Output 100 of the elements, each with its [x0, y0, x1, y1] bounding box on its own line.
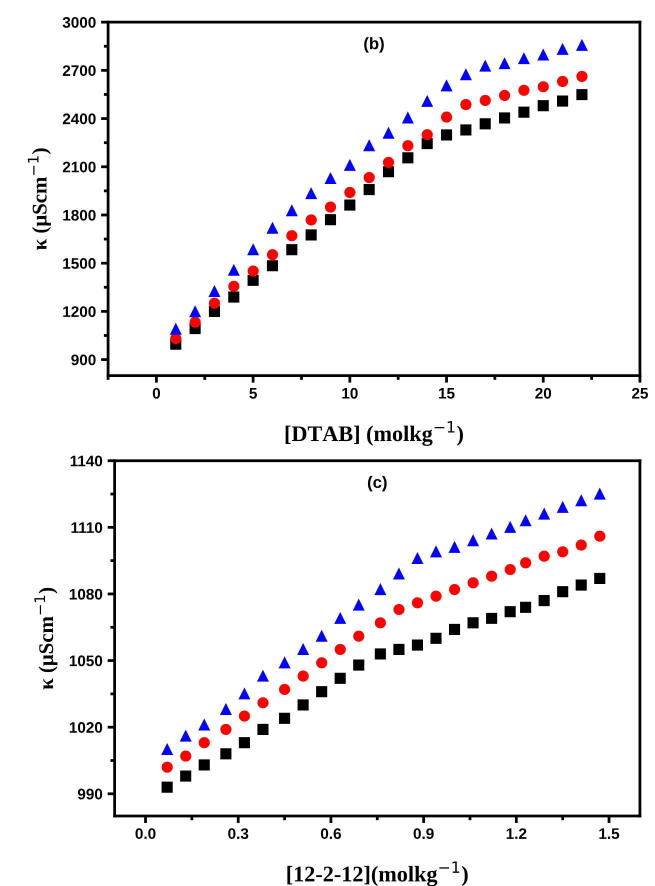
point — [286, 244, 298, 256]
y-tick-label: 1020 — [70, 722, 102, 733]
point — [220, 724, 232, 735]
point — [468, 577, 479, 588]
y-tick-label: 1050 — [70, 655, 102, 666]
point — [504, 522, 516, 533]
point — [393, 644, 404, 656]
point — [480, 60, 491, 72]
y-tick-label: 2700 — [62, 65, 96, 76]
point — [238, 688, 250, 700]
point — [402, 140, 414, 152]
point — [180, 770, 192, 782]
point — [498, 90, 510, 101]
point — [393, 604, 404, 616]
point — [538, 49, 549, 60]
x-tick-label: 15 — [439, 388, 455, 399]
point — [266, 249, 278, 260]
point — [298, 699, 309, 711]
point — [382, 128, 394, 139]
point — [448, 584, 460, 596]
point — [334, 612, 346, 624]
x-tick-label: 20 — [535, 388, 552, 399]
point — [344, 186, 356, 198]
point — [538, 100, 549, 112]
point — [344, 199, 356, 211]
point — [353, 659, 364, 671]
point — [576, 495, 587, 506]
point — [486, 528, 498, 540]
point — [430, 546, 442, 558]
point — [518, 106, 530, 118]
point — [248, 274, 259, 286]
point — [430, 632, 442, 644]
y-tick-label: 1200 — [63, 306, 96, 318]
point — [364, 172, 375, 184]
point — [557, 502, 568, 513]
point — [198, 719, 210, 731]
point — [520, 602, 532, 613]
point — [486, 612, 498, 624]
point — [257, 670, 269, 682]
point — [170, 324, 182, 335]
point — [393, 568, 404, 580]
point — [279, 657, 290, 668]
point — [594, 530, 606, 542]
point — [162, 762, 173, 773]
point — [440, 80, 452, 92]
x-axis-title: [DTAB] (molkg$^{−1}$) — [286, 421, 463, 446]
point — [538, 81, 549, 92]
x-tick-label: 0 — [152, 388, 160, 399]
point — [324, 202, 336, 213]
x-axis-title: [12-2-12](molkg$^{−1}$) — [287, 862, 468, 886]
y-axis-title: κ (μScm$^{−1}$) — [34, 588, 58, 690]
point — [374, 584, 386, 596]
point — [220, 704, 232, 715]
point — [162, 782, 173, 793]
y-tick-label: 2400 — [62, 113, 96, 124]
x-tick-label: 0.6 — [320, 828, 341, 840]
point — [557, 95, 568, 107]
point — [353, 600, 364, 611]
point — [257, 724, 269, 735]
point — [316, 657, 328, 668]
point — [412, 597, 424, 608]
x-tick-label: 1.2 — [506, 828, 526, 839]
point — [480, 94, 491, 106]
point — [576, 40, 588, 51]
point — [374, 617, 386, 628]
point — [576, 70, 588, 82]
point — [306, 188, 317, 200]
y-tick-label: 1140 — [70, 456, 102, 466]
point — [412, 639, 424, 651]
point — [520, 557, 532, 568]
point — [576, 89, 588, 100]
point — [594, 488, 606, 500]
point — [353, 630, 364, 642]
point — [316, 686, 328, 698]
point — [364, 184, 375, 196]
point — [248, 244, 259, 256]
text: (c) — [368, 476, 387, 492]
y-tick-label: 2100 — [62, 162, 96, 172]
point — [538, 595, 550, 606]
point — [468, 535, 479, 546]
point — [422, 96, 433, 107]
x-tick-label: 0.9 — [414, 828, 434, 840]
point — [440, 112, 452, 123]
point — [468, 617, 479, 628]
y-axis-title: κ (μScm$^{−1}$) — [28, 148, 51, 250]
point — [448, 542, 460, 553]
point — [298, 670, 309, 682]
point — [298, 644, 309, 656]
point — [180, 750, 192, 762]
point — [248, 266, 259, 277]
point — [412, 552, 424, 564]
point — [430, 590, 442, 602]
point — [504, 564, 516, 576]
point — [422, 129, 433, 140]
x-tick-label: 5 — [249, 388, 257, 399]
point — [306, 214, 317, 226]
x-tick-label: 0.0 — [136, 828, 156, 840]
point — [334, 672, 346, 684]
point — [520, 515, 532, 526]
point — [220, 748, 232, 760]
